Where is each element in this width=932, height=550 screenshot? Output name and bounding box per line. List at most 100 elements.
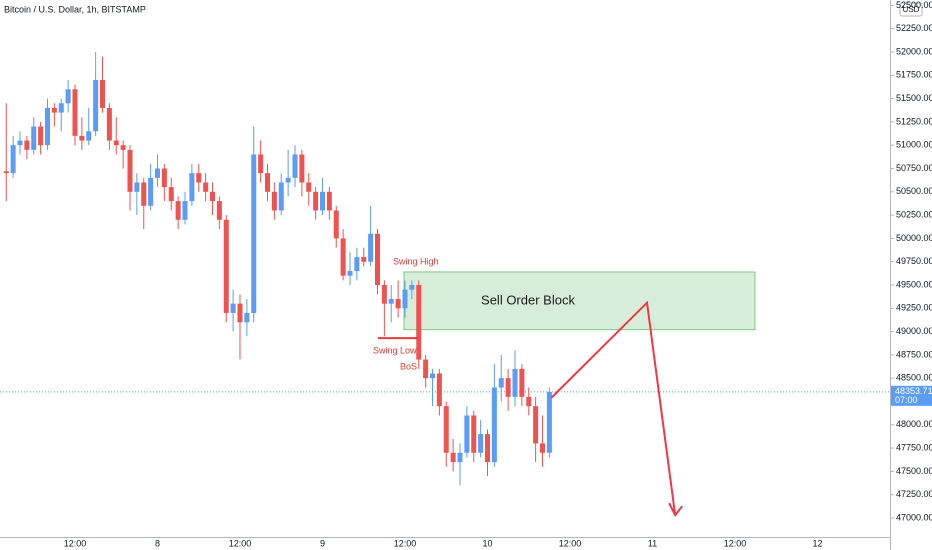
candle-body (519, 368, 525, 397)
y-tick-label: 50000.00 (896, 233, 932, 243)
candle-body (65, 89, 71, 104)
candle-body (313, 191, 319, 211)
x-tick-label: 10 (482, 538, 492, 548)
candle-body (3, 171, 9, 174)
y-tick-label: 49500.00 (896, 279, 932, 289)
candle-body (31, 126, 37, 150)
y-tick-label: 52250.00 (896, 23, 932, 33)
candle-body (223, 219, 229, 313)
candle-body (306, 182, 312, 192)
candle-body (203, 182, 209, 192)
candle-body (244, 312, 250, 323)
candle-body (333, 210, 339, 239)
candle-body (471, 415, 477, 453)
candle-body (258, 154, 264, 174)
candle-body (100, 79, 105, 108)
candle-body (38, 126, 44, 146)
candle-body (113, 140, 119, 146)
candle-body (58, 103, 64, 113)
candle-body (491, 387, 497, 463)
candle-body (285, 177, 291, 183)
y-tick-label: 51500.00 (896, 93, 932, 103)
currency-badge (899, 2, 923, 17)
candle-body (347, 271, 353, 276)
candle-body (127, 149, 133, 192)
candle-body (278, 182, 284, 211)
y-tick-label: 50250.00 (896, 209, 932, 219)
candle-body (368, 233, 374, 262)
swing-low-label: Swing Low (373, 345, 417, 355)
x-tick-label: 12 (812, 538, 822, 548)
candle-body (45, 107, 50, 146)
candle-body (361, 257, 367, 262)
candle-body (409, 284, 415, 290)
y-tick-label: 51750.00 (896, 70, 932, 80)
x-tick-label: 12:00 (559, 538, 582, 548)
y-tick-label: 49250.00 (896, 303, 932, 313)
candle-body (381, 284, 387, 304)
last-price-box (891, 385, 932, 406)
candle-body (86, 131, 92, 141)
y-tick-label: 48000.00 (896, 419, 932, 429)
candle-body (354, 257, 360, 272)
candle-body (388, 298, 394, 304)
y-tick-label: 51000.00 (896, 140, 932, 150)
x-tick-label: 12:00 (229, 538, 252, 548)
candle-body (416, 284, 422, 360)
x-tick-label: 9 (320, 538, 325, 548)
candle-body (106, 107, 112, 141)
candle-body (148, 177, 154, 206)
candle-body (505, 378, 511, 397)
y-tick-label: 52500.00 (896, 0, 932, 10)
candle-body (423, 359, 429, 379)
candle-body (464, 415, 470, 453)
last-price-label: 48353.71 (895, 386, 932, 396)
x-tick-label: 11 (648, 538, 657, 548)
candle-body (478, 434, 484, 453)
plot-area (0, 52, 890, 518)
y-tick-label: 47000.00 (896, 512, 932, 522)
countdown-label: 07:00 (895, 395, 918, 405)
y-tick-label: 47750.00 (896, 442, 932, 452)
candle-body (271, 191, 277, 211)
x-tick-label: 8 (155, 538, 160, 548)
x-tick-label: 12:00 (394, 538, 417, 548)
candle-body (436, 373, 442, 407)
candle-body (526, 396, 532, 407)
candle-body (292, 154, 298, 178)
candle-body (512, 368, 518, 397)
y-tick-label: 51250.00 (896, 116, 932, 126)
y-tick-label: 47500.00 (896, 466, 932, 476)
candle-body (24, 140, 30, 150)
y-tick-label: 50750.00 (896, 163, 932, 173)
candle-body (79, 135, 85, 141)
candle-body (402, 289, 408, 309)
candle-body (265, 173, 270, 192)
candle-body (120, 145, 126, 150)
candle-body (196, 173, 202, 183)
candle-body (134, 182, 140, 192)
candle-body (251, 154, 257, 313)
candle-body (51, 107, 57, 113)
candle-body (93, 79, 99, 132)
y-tick-label: 48750.00 (896, 349, 932, 359)
candle-body (237, 303, 243, 323)
candle-body (320, 191, 325, 211)
candle-body (340, 238, 346, 276)
candle-body (395, 298, 401, 309)
candle-body (10, 145, 16, 174)
candle-body (326, 191, 332, 211)
x-tick-label: 12:00 (724, 538, 747, 548)
candle-body (443, 406, 449, 453)
projection-path (550, 300, 677, 516)
arrow-head (668, 502, 683, 518)
chart-title: Bitcoin / U.S. Dollar, 1h, BITSTAMP (4, 4, 146, 14)
candle-body (141, 182, 147, 206)
order-block (403, 271, 756, 331)
candle-body (533, 406, 539, 444)
swing-high-label: Swing High (393, 256, 439, 266)
candle-body (540, 443, 545, 453)
candle-body (546, 391, 552, 453)
y-tick-label: 49750.00 (896, 256, 932, 266)
